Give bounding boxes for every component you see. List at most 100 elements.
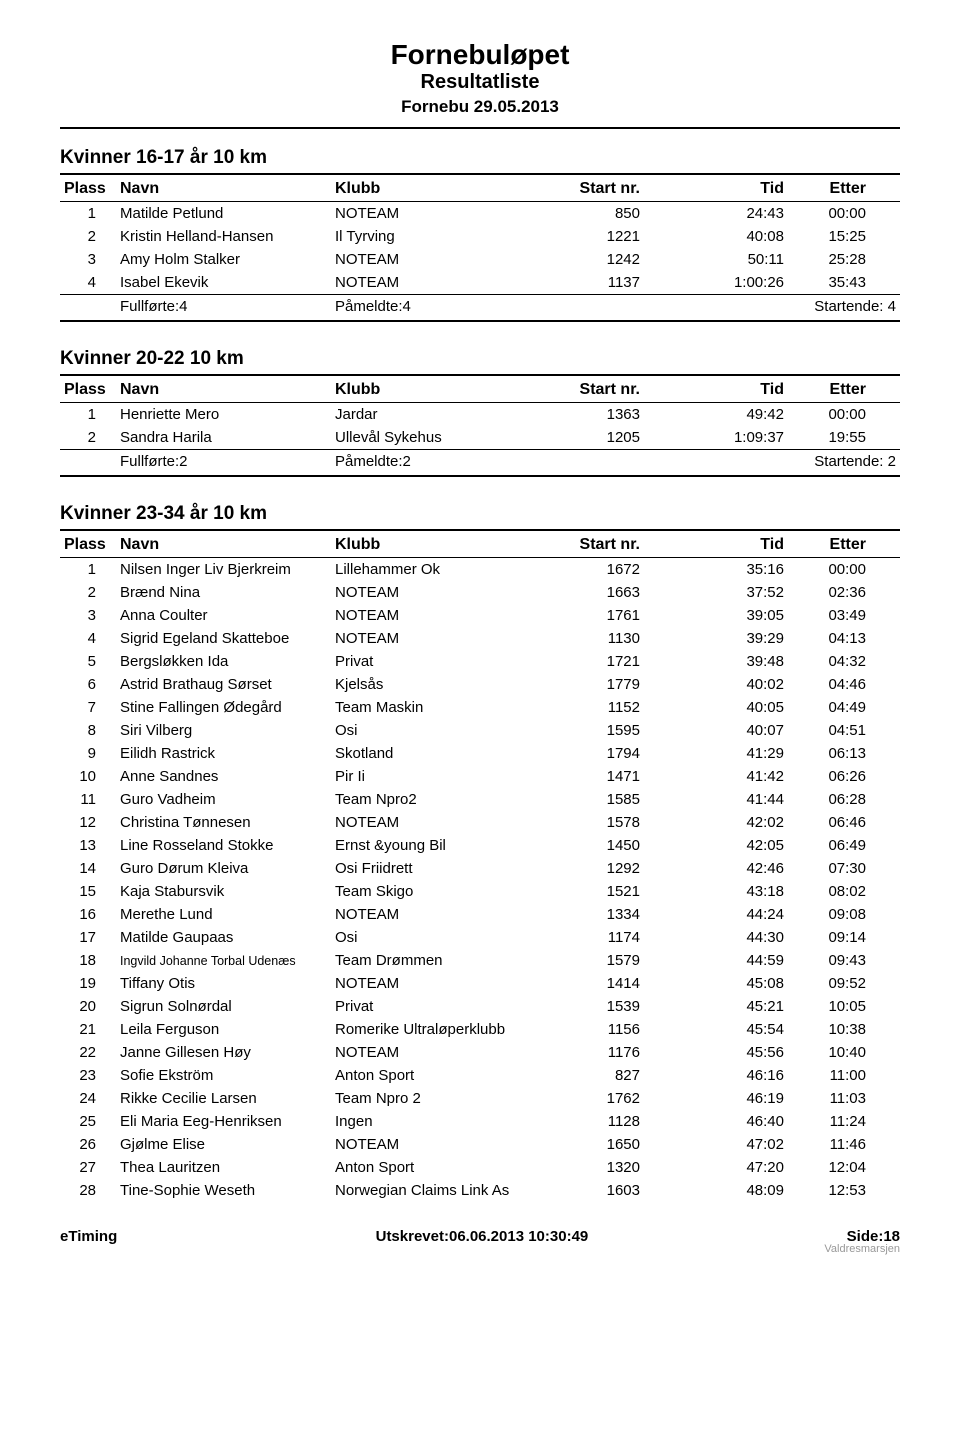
cell-klubb: Osi: [335, 929, 560, 946]
cell-navn: Anna Coulter: [120, 607, 335, 624]
cell-navn: Siri Vilberg: [120, 722, 335, 739]
cell-plass: 17: [60, 929, 120, 946]
table-row: 1Henriette MeroJardar136349:4200:00: [60, 403, 900, 426]
cell-plass: 14: [60, 860, 120, 877]
table-row: 9Eilidh RastrickSkotland179441:2906:13: [60, 742, 900, 765]
cell-plass: 21: [60, 1021, 120, 1038]
cell-klubb: Team Skigo: [335, 883, 560, 900]
cell-etter: 04:51: [790, 722, 870, 739]
cell-plass: 24: [60, 1090, 120, 1107]
summary-row: .Fullførte:2Påmeldte:2Startende: 2: [60, 450, 900, 473]
cell-etter: 00:00: [790, 406, 870, 423]
table-row: 1Matilde PetlundNOTEAM85024:4300:00: [60, 202, 900, 225]
col-navn: Navn: [120, 536, 335, 554]
cell-tid: 39:48: [670, 653, 790, 670]
col-tid: Tid: [670, 381, 790, 399]
cell-navn: Sandra Harila: [120, 429, 335, 446]
cell-navn: Rikke Cecilie Larsen: [120, 1090, 335, 1107]
cell-tid: 39:05: [670, 607, 790, 624]
cell-start: 1539: [560, 998, 670, 1015]
cell-start: 1334: [560, 906, 670, 923]
table-row: 24Rikke Cecilie LarsenTeam Npro 2176246:…: [60, 1087, 900, 1110]
table-row: 12Christina TønnesenNOTEAM157842:0206:46: [60, 811, 900, 834]
table-row: 14Guro Dørum KleivaOsi Friidrett129242:4…: [60, 857, 900, 880]
cell-plass: 25: [60, 1113, 120, 1130]
cell-tid: 40:08: [670, 228, 790, 245]
header-divider: [60, 127, 900, 129]
table-row: 5Bergsløkken IdaPrivat172139:4804:32: [60, 650, 900, 673]
cell-navn: Leila Ferguson: [120, 1021, 335, 1038]
table-row: 18Ingvild Johanne Torbal UdenæsTeam Drøm…: [60, 949, 900, 972]
cell-tid: 45:56: [670, 1044, 790, 1061]
cell-start: 1585: [560, 791, 670, 808]
col-klubb: Klubb: [335, 536, 560, 554]
cell-plass: 5: [60, 653, 120, 670]
cell-navn: Ingvild Johanne Torbal Udenæs: [120, 954, 335, 968]
cell-klubb: Privat: [335, 998, 560, 1015]
results-section: Kvinner 20-22 10 kmPlassNavnKlubbStart n…: [60, 348, 900, 477]
cell-plass: 15: [60, 883, 120, 900]
cell-klubb: NOTEAM: [335, 584, 560, 601]
cell-tid: 42:02: [670, 814, 790, 831]
cell-etter: 09:43: [790, 952, 870, 969]
cell-klubb: NOTEAM: [335, 251, 560, 268]
col-navn: Navn: [120, 180, 335, 198]
cell-etter: 19:55: [790, 429, 870, 446]
cell-tid: 24:43: [670, 205, 790, 222]
cell-klubb: Osi Friidrett: [335, 860, 560, 877]
cell-tid: 43:18: [670, 883, 790, 900]
cell-plass: 3: [60, 607, 120, 624]
table-row: 2Brænd NinaNOTEAM166337:5202:36: [60, 581, 900, 604]
cell-etter: 06:49: [790, 837, 870, 854]
col-start: Start nr.: [560, 180, 670, 198]
results-section: Kvinner 16-17 år 10 kmPlassNavnKlubbStar…: [60, 147, 900, 322]
cell-etter: 12:04: [790, 1159, 870, 1176]
cell-klubb: Anton Sport: [335, 1067, 560, 1084]
cell-etter: 09:52: [790, 975, 870, 992]
cell-start: 1221: [560, 228, 670, 245]
cell-klubb: NOTEAM: [335, 814, 560, 831]
cell-start: 1762: [560, 1090, 670, 1107]
col-plass: Plass: [60, 536, 120, 554]
summary-pameldte: Påmeldte:2: [335, 453, 560, 470]
cell-klubb: Team Npro 2: [335, 1090, 560, 1107]
cell-start: 1450: [560, 837, 670, 854]
table-header: PlassNavnKlubbStart nr.TidEtter: [60, 378, 900, 402]
col-etter: Etter: [790, 536, 870, 554]
cell-start: 1779: [560, 676, 670, 693]
table-row: 21Leila FergusonRomerike Ultraløperklubb…: [60, 1018, 900, 1041]
cell-etter: 08:02: [790, 883, 870, 900]
table-row: 26Gjølme EliseNOTEAM165047:0211:46: [60, 1133, 900, 1156]
cell-start: 1761: [560, 607, 670, 624]
cell-tid: 45:54: [670, 1021, 790, 1038]
cell-etter: 11:46: [790, 1136, 870, 1153]
cell-etter: 04:46: [790, 676, 870, 693]
table-row: 22Janne Gillesen HøyNOTEAM117645:5610:40: [60, 1041, 900, 1064]
cell-klubb: Osi: [335, 722, 560, 739]
cell-navn: Isabel Ekevik: [120, 274, 335, 291]
cell-start: 1521: [560, 883, 670, 900]
cell-etter: 06:46: [790, 814, 870, 831]
table-row: 8Siri VilbergOsi159540:0704:51: [60, 719, 900, 742]
cell-klubb: NOTEAM: [335, 906, 560, 923]
cell-etter: 10:05: [790, 998, 870, 1015]
cell-navn: Thea Lauritzen: [120, 1159, 335, 1176]
cell-etter: 12:53: [790, 1182, 870, 1199]
cell-start: 1174: [560, 929, 670, 946]
cell-plass: 6: [60, 676, 120, 693]
cell-navn: Tiffany Otis: [120, 975, 335, 992]
cell-plass: 23: [60, 1067, 120, 1084]
table-row: 16Merethe LundNOTEAM133444:2409:08: [60, 903, 900, 926]
col-tid: Tid: [670, 180, 790, 198]
cell-start: 1672: [560, 561, 670, 578]
cell-klubb: Kjelsås: [335, 676, 560, 693]
table-row: 13Line Rosseland StokkeErnst &young Bil1…: [60, 834, 900, 857]
cell-navn: Guro Dørum Kleiva: [120, 860, 335, 877]
cell-klubb: Ernst &young Bil: [335, 837, 560, 854]
table-row: 3Amy Holm StalkerNOTEAM124250:1125:28: [60, 248, 900, 271]
cell-navn: Anne Sandnes: [120, 768, 335, 785]
cell-start: 1320: [560, 1159, 670, 1176]
cell-tid: 44:59: [670, 952, 790, 969]
summary-pameldte: Påmeldte:4: [335, 298, 560, 315]
cell-etter: 15:25: [790, 228, 870, 245]
